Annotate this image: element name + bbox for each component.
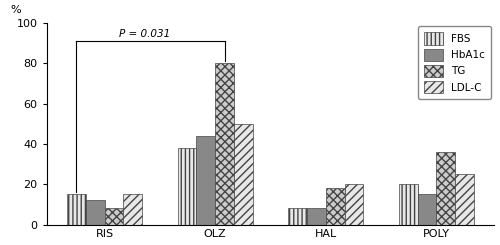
Bar — [124, 194, 142, 225]
Bar — [215, 63, 234, 225]
Bar — [418, 194, 436, 225]
Bar — [307, 208, 326, 225]
Text: P = 0.031: P = 0.031 — [120, 29, 170, 39]
Bar — [196, 136, 215, 225]
Bar — [67, 194, 86, 225]
Bar — [288, 208, 307, 225]
Bar — [178, 148, 197, 225]
Legend: FBS, HbA1c, TG, LDL-C: FBS, HbA1c, TG, LDL-C — [418, 26, 492, 99]
Bar — [436, 152, 456, 225]
Bar — [104, 208, 124, 225]
Bar — [86, 200, 104, 225]
Text: %: % — [10, 5, 22, 15]
Bar — [399, 184, 417, 225]
Bar — [326, 188, 344, 225]
Bar — [234, 124, 253, 225]
Bar — [456, 174, 474, 225]
Bar — [344, 184, 364, 225]
